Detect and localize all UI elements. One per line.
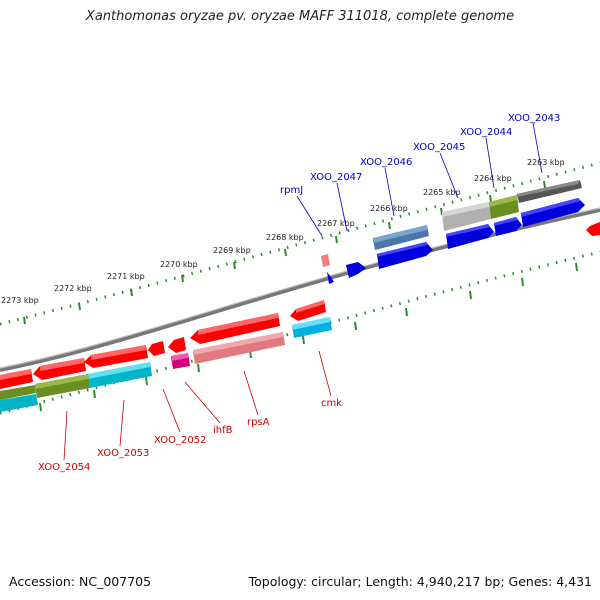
kbp-label: 2267 kbp (317, 219, 355, 228)
gene-label-xoo-2045: XOO_2045 (413, 142, 465, 153)
gene-label-xoo-2043: XOO_2043 (508, 113, 560, 124)
gene-arrow-xoo-2046b[interactable] (377, 242, 433, 269)
gene-label-xoo-2044: XOO_2044 (460, 127, 512, 138)
accession-text: Accession: NC_007705 (9, 574, 152, 589)
kbp-label: 2263 kbp (527, 158, 565, 167)
kbp-label: 2268 kbp (266, 233, 304, 242)
gene-arrow-xoo-2043b[interactable] (521, 198, 585, 227)
kbp-label: 2266 kbp (370, 204, 408, 213)
inner-major-ticks (39, 262, 578, 412)
gene-left-cyan[interactable] (0, 394, 38, 412)
reverse-genes (0, 300, 332, 412)
gene-left-olive[interactable] (0, 385, 36, 400)
gene-arrow-ihfB[interactable] (168, 337, 186, 353)
gene-label-xoo-2053: XOO_2053 (97, 448, 149, 459)
gene-label-xoo-2047: XOO_2047 (310, 172, 362, 183)
gene-label-rpmJ: rpmJ (280, 185, 303, 196)
gene-rpmJ-pale[interactable] (321, 254, 330, 267)
kbp-label: 2269 kbp (213, 246, 251, 255)
forward-genes (321, 180, 600, 284)
kbp-label: 2270 kbp (160, 260, 198, 269)
gene-arrow-xoo-2045[interactable] (442, 202, 491, 231)
gene-label-xoo-2054: XOO_2054 (38, 462, 90, 473)
gene-label-ihfB: ihfB (213, 425, 233, 436)
kbp-label: 2265 kbp (423, 188, 461, 197)
kbp-label: 2273 kbp (1, 296, 39, 305)
gene-arrow-xoo-2047[interactable] (346, 262, 366, 278)
map-title: Xanthomonas oryzae pv. oryzae MAFF 31101… (85, 9, 515, 24)
gene-label-cmk: cmk (321, 398, 342, 409)
gene-label-rpsA: rpsA (247, 417, 270, 428)
gene-arrow-rpmJ[interactable] (327, 272, 334, 284)
reverse-label-leaders (63, 350, 332, 461)
reverse-gene-labels: cmk rpsA ihfB XOO_2052 XOO_2053 XOO_2054 (38, 398, 342, 473)
gene-arrow-xoo-2052[interactable] (148, 341, 165, 356)
forward-label-leaders (296, 122, 543, 237)
gene-arrow-right-edge[interactable] (586, 222, 600, 236)
outer-major-ticks (23, 180, 546, 325)
kbp-label: 2272 kbp (54, 284, 92, 293)
kbp-labels: 2263 kbp 2264 kbp 2265 kbp 2266 kbp 2267… (1, 158, 565, 305)
gene-arrow-xoo-2045b[interactable] (446, 224, 494, 249)
gene-label-xoo-2046: XOO_2046 (360, 157, 412, 168)
gene-label-xoo-2052: XOO_2052 (154, 435, 206, 446)
genome-summary-text: Topology: circular; Length: 4,940,217 bp… (248, 574, 592, 589)
kbp-label: 2271 kbp (107, 272, 145, 281)
forward-gene-labels: rpmJ XOO_2047 XOO_2046 XOO_2045 XOO_2044… (280, 113, 560, 196)
